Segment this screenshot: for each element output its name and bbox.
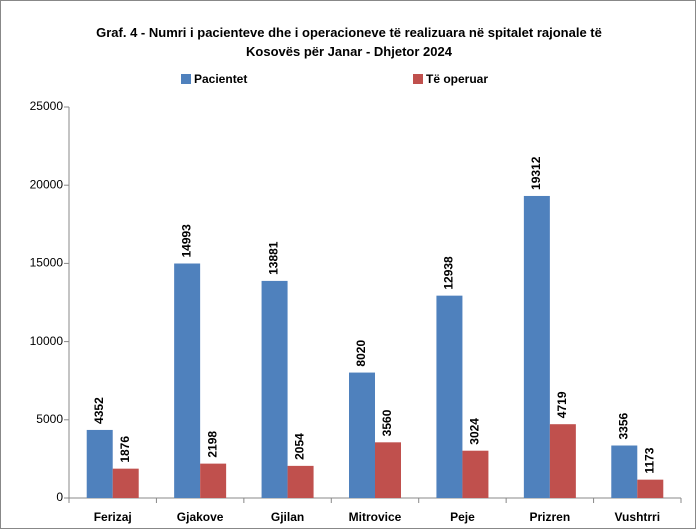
data-label: 1173 xyxy=(642,447,656,473)
legend-swatch xyxy=(413,74,423,84)
bar xyxy=(287,465,314,498)
y-tick-label: 15000 xyxy=(30,256,64,270)
x-tick-label: Gjakove xyxy=(177,510,224,524)
data-label: 19312 xyxy=(529,156,543,190)
chart-title: Graf. 4 - Numri i pacienteve dhe i opera… xyxy=(96,25,602,59)
bar xyxy=(261,280,288,498)
bar xyxy=(637,479,664,498)
x-tick-label: Gjilan xyxy=(271,510,304,524)
bar xyxy=(436,295,463,498)
bar xyxy=(611,445,638,498)
data-label: 3560 xyxy=(380,409,394,436)
y-tick-label: 10000 xyxy=(30,334,64,348)
data-label: 8020 xyxy=(354,340,368,367)
bar xyxy=(174,263,201,498)
bar xyxy=(549,424,576,498)
data-label: 2054 xyxy=(293,433,307,460)
bar xyxy=(462,450,489,498)
data-label: 4719 xyxy=(555,391,569,418)
y-tick-label: 25000 xyxy=(30,99,64,113)
legend-label: Pacientet xyxy=(194,72,247,86)
x-tick-label: Ferizaj xyxy=(94,510,132,524)
y-tick-label: 5000 xyxy=(36,412,63,426)
bar xyxy=(112,468,139,498)
y-tick-label: 0 xyxy=(56,490,63,504)
bar xyxy=(523,195,550,498)
bar xyxy=(375,442,401,498)
x-tick-label: Mitrovice xyxy=(349,510,402,524)
bar xyxy=(349,372,375,498)
legend-swatch xyxy=(181,74,191,84)
data-label: 3024 xyxy=(468,418,482,445)
legend-label: Të operuar xyxy=(426,72,488,86)
x-tick-label: Prizren xyxy=(530,510,571,524)
data-label: 13881 xyxy=(267,241,281,275)
x-tick-label: Vushtrri xyxy=(615,510,661,524)
bar xyxy=(86,429,113,498)
y-tick-label: 20000 xyxy=(30,177,64,191)
data-label: 14993 xyxy=(179,224,193,258)
data-label: 3356 xyxy=(616,412,630,439)
data-label: 12938 xyxy=(442,256,456,290)
data-label: 4352 xyxy=(92,397,106,424)
data-label: 1876 xyxy=(118,436,132,463)
x-tick-label: Peje xyxy=(450,510,475,524)
bar xyxy=(200,463,227,498)
data-label: 2198 xyxy=(205,431,219,458)
